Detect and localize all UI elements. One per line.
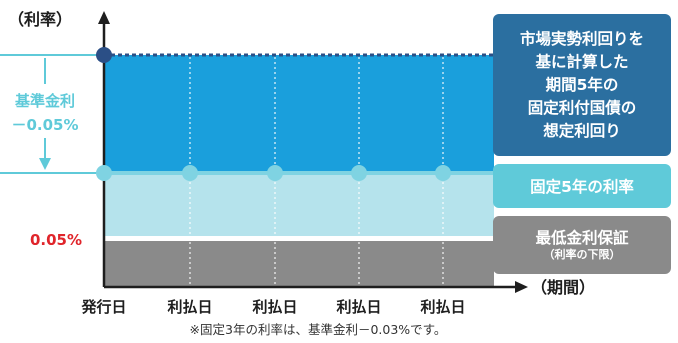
x-tick-interest-date: 利払日 — [336, 298, 381, 316]
x-tick-interest-date: 利払日 — [420, 298, 465, 316]
market-yield-line-4: 固定利付国債の — [527, 98, 637, 117]
market-yield-line-5: 想定利回り — [543, 121, 621, 140]
market-yield-line-2: 基に計算した — [535, 52, 629, 71]
min-guarantee-label: 最低金利保証 — [535, 229, 629, 247]
min-guarantee-sublabel: （利率の下限） — [543, 248, 621, 261]
min-guarantee-box: 最低金利保証 （利率の下限） — [493, 216, 671, 274]
fixed-rate-box-label: 固定5年の利率 — [530, 178, 634, 196]
x-tick-issue-date: 発行日 — [80, 298, 126, 316]
x-axis-arrow-icon — [515, 281, 528, 293]
y-axis-label: （利率） — [8, 10, 72, 29]
x-tick-interest-date: 利払日 — [252, 298, 297, 316]
x-axis-ticks: 発行日 利払日 利払日 利払日 利払日 — [80, 298, 465, 316]
left-guide-lines — [0, 54, 104, 174]
market-yield-band — [104, 55, 494, 173]
footnote: ※固定3年の利率は、基準金利－0.03%です。 — [190, 322, 447, 337]
fixed-rate-dots — [96, 165, 451, 181]
market-yield-box: 市場実勢利回りを 基に計算した 期間5年の 固定利付国債の 想定利回り — [493, 14, 671, 156]
x-axis-label: （期間） — [531, 278, 595, 297]
floor-band — [104, 241, 494, 287]
x-tick-interest-date: 利払日 — [167, 298, 212, 316]
fixed-rate-box: 固定5年の利率 — [493, 164, 671, 208]
y-axis-arrow-icon — [98, 11, 110, 24]
spread-label-line1: 基準金利 — [14, 92, 75, 110]
spread-arrow-icon — [39, 58, 51, 170]
market-yield-line-3: 期間5年の — [545, 75, 619, 94]
market-yield-start-dot — [96, 47, 112, 63]
axes — [102, 20, 518, 289]
fixed-rate-band — [104, 173, 494, 236]
spread-label-line2: －0.05% — [11, 116, 78, 134]
floor-rate-label: 0.05% — [30, 231, 82, 249]
market-yield-line-1: 市場実勢利回りを — [519, 29, 644, 48]
